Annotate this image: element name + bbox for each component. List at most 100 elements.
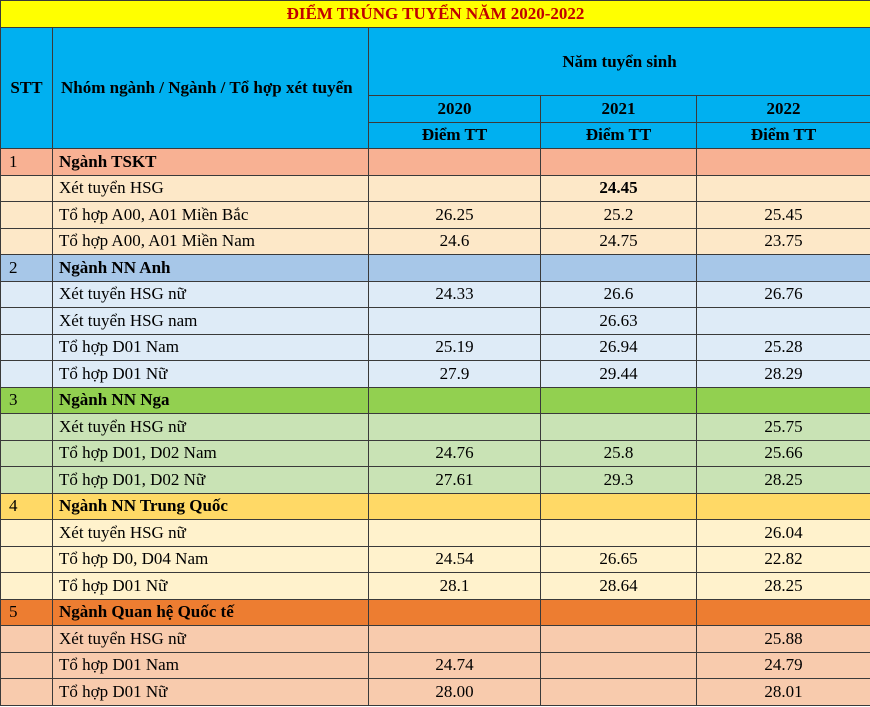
row-stt bbox=[0, 280, 53, 308]
table-row: Tổ hợp D01 Nữ 28.00 28.01 bbox=[0, 678, 870, 706]
score-2020: 27.61 bbox=[368, 466, 541, 494]
row-stt bbox=[0, 201, 53, 229]
title-row: ĐIỂM TRÚNG TUYỂN NĂM 2020-2022 bbox=[0, 0, 870, 28]
group-stt: 1 bbox=[0, 148, 53, 176]
score-2020: 24.33 bbox=[368, 280, 541, 308]
table-row: Tổ hợp A00, A01 Miền Bắc 26.25 25.2 25.45 bbox=[0, 201, 870, 229]
header-row-1: STT Nhóm ngành / Ngành / Tổ hợp xét tuyể… bbox=[0, 26, 870, 149]
group-stt: 5 bbox=[0, 598, 53, 626]
group-header-row: 2 Ngành NN Anh bbox=[0, 254, 870, 282]
row-label: Tổ hợp A00, A01 Miền Nam bbox=[52, 227, 369, 255]
group-header: Nhóm ngành / Ngành / Tổ hợp xét tuyển bbox=[52, 27, 369, 149]
row-label: Tổ hợp D01, D02 Nam bbox=[52, 439, 369, 467]
score-2021: 26.6 bbox=[540, 280, 697, 308]
score-2021: 29.3 bbox=[540, 466, 697, 494]
group-header-row: 5 Ngành Quan hệ Quốc tế bbox=[0, 598, 870, 626]
table-row: Tổ hợp D01 Nữ 28.1 28.64 28.25 bbox=[0, 572, 870, 600]
score-2020: 24.54 bbox=[368, 545, 541, 573]
score-2022: 28.29 bbox=[696, 360, 870, 388]
table-row: Xét tuyển HSG nữ 25.75 bbox=[0, 413, 870, 441]
score-header-2021: Điểm TT bbox=[540, 121, 697, 150]
row-label: Tổ hợp D01 Nam bbox=[52, 651, 369, 679]
group-cell-2022 bbox=[696, 254, 870, 282]
score-2022: 28.25 bbox=[696, 466, 870, 494]
table-row: Tổ hợp A00, A01 Miền Nam 24.6 24.75 23.75 bbox=[0, 227, 870, 255]
row-stt bbox=[0, 413, 53, 441]
table-row: Tổ hợp D01 Nam 25.19 26.94 25.28 bbox=[0, 333, 870, 361]
group-cell-2022 bbox=[696, 598, 870, 626]
table-row: Xét tuyển HSG nam 26.63 bbox=[0, 307, 870, 335]
score-2022: 23.75 bbox=[696, 227, 870, 255]
score-2021: 24.45 bbox=[540, 174, 697, 202]
row-stt bbox=[0, 333, 53, 361]
group-stt: 2 bbox=[0, 254, 53, 282]
score-2021: 25.2 bbox=[540, 201, 697, 229]
group-cell-2021 bbox=[540, 386, 697, 414]
group-cell-2020 bbox=[368, 254, 541, 282]
score-2020: 25.19 bbox=[368, 333, 541, 361]
group-header-row: 1 Ngành TSKT bbox=[0, 148, 870, 176]
row-stt bbox=[0, 625, 53, 653]
row-stt bbox=[0, 678, 53, 706]
year-header-2021: 2021 bbox=[540, 95, 697, 123]
group-name: Ngành TSKT bbox=[52, 148, 369, 176]
group-cell-2020 bbox=[368, 492, 541, 520]
row-label: Tổ hợp D01, D02 Nữ bbox=[52, 466, 369, 494]
group-cell-2020 bbox=[368, 148, 541, 176]
group-cell-2020 bbox=[368, 598, 541, 626]
score-2021: 29.44 bbox=[540, 360, 697, 388]
group-cell-2022 bbox=[696, 148, 870, 176]
table-row: Tổ hợp D01, D02 Nam 24.76 25.8 25.66 bbox=[0, 439, 870, 467]
table-row: Tổ hợp D01, D02 Nữ 27.61 29.3 28.25 bbox=[0, 466, 870, 494]
score-2022: 25.75 bbox=[696, 413, 870, 441]
row-stt bbox=[0, 439, 53, 467]
group-stt: 3 bbox=[0, 386, 53, 414]
score-2022: 22.82 bbox=[696, 545, 870, 573]
score-2022: 25.88 bbox=[696, 625, 870, 653]
score-2021: 26.63 bbox=[540, 307, 697, 335]
row-label: Tổ hợp D01 Nữ bbox=[52, 572, 369, 600]
row-label: Xét tuyển HSG bbox=[52, 174, 369, 202]
score-2020: 28.00 bbox=[368, 678, 541, 706]
row-label: Tổ hợp D0, D04 Nam bbox=[52, 545, 369, 573]
group-header-row: 3 Ngành NN Nga bbox=[0, 386, 870, 414]
score-2021 bbox=[540, 651, 697, 679]
score-2020 bbox=[368, 413, 541, 441]
score-2021 bbox=[540, 519, 697, 547]
score-2020: 24.76 bbox=[368, 439, 541, 467]
group-name: Ngành NN Anh bbox=[52, 254, 369, 282]
group-cell-2021 bbox=[540, 148, 697, 176]
row-stt bbox=[0, 466, 53, 494]
score-header-2020: Điểm TT bbox=[368, 121, 541, 150]
score-2021: 24.75 bbox=[540, 227, 697, 255]
group-name: Ngành NN Trung Quốc bbox=[52, 492, 369, 520]
table-row: Xét tuyển HSG 24.45 bbox=[0, 174, 870, 202]
score-2021 bbox=[540, 413, 697, 441]
row-stt bbox=[0, 651, 53, 679]
row-label: Xét tuyển HSG nữ bbox=[52, 519, 369, 547]
score-2020 bbox=[368, 519, 541, 547]
score-2021: 26.65 bbox=[540, 545, 697, 573]
score-2020 bbox=[368, 307, 541, 335]
table-row: Xét tuyển HSG nữ 25.88 bbox=[0, 625, 870, 653]
row-label: Xét tuyển HSG nữ bbox=[52, 413, 369, 441]
score-2022: 24.79 bbox=[696, 651, 870, 679]
table-title: ĐIỂM TRÚNG TUYỂN NĂM 2020-2022 bbox=[0, 0, 870, 28]
score-2020: 27.9 bbox=[368, 360, 541, 388]
score-2021 bbox=[540, 625, 697, 653]
stt-header: STT bbox=[0, 27, 53, 149]
row-label: Tổ hợp D01 Nam bbox=[52, 333, 369, 361]
score-2020 bbox=[368, 625, 541, 653]
score-2020: 24.6 bbox=[368, 227, 541, 255]
row-stt bbox=[0, 360, 53, 388]
row-stt bbox=[0, 519, 53, 547]
table-row: Tổ hợp D0, D04 Nam 24.54 26.65 22.82 bbox=[0, 545, 870, 573]
score-2022: 28.01 bbox=[696, 678, 870, 706]
score-2020 bbox=[368, 174, 541, 202]
group-header-row: 4 Ngành NN Trung Quốc bbox=[0, 492, 870, 520]
year-header-2022: 2022 bbox=[696, 95, 870, 123]
table-row: Tổ hợp D01 Nữ 27.9 29.44 28.29 bbox=[0, 360, 870, 388]
row-stt bbox=[0, 545, 53, 573]
score-2022: 25.45 bbox=[696, 201, 870, 229]
score-header-2022: Điểm TT bbox=[696, 121, 870, 150]
